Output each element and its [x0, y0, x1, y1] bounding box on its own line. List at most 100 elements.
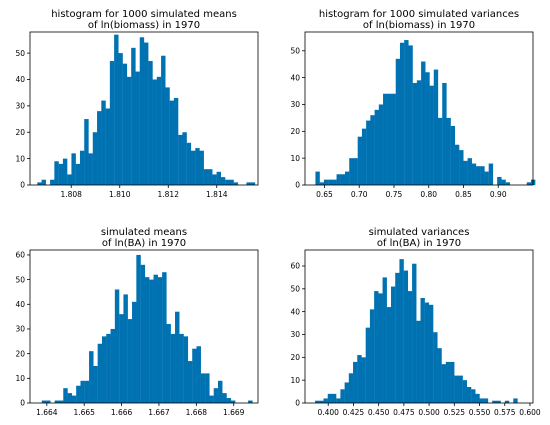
histogram-bar [169, 100, 175, 185]
histogram-bar [226, 398, 232, 403]
histogram-bar [199, 150, 204, 185]
histogram-bar [383, 93, 388, 185]
histogram-bar [462, 380, 468, 403]
histogram-bar [374, 109, 379, 185]
histogram-bar [175, 311, 180, 403]
x-tick-label: 0.80 [420, 190, 437, 199]
histogram-bar [327, 393, 333, 403]
histogram-bar [140, 264, 146, 403]
histogram-bar [195, 148, 200, 185]
histogram-bar [37, 182, 42, 185]
chart-title-line1: histogram for 1000 simulated means [51, 9, 237, 20]
histogram-bar [331, 393, 337, 403]
histogram-bar [357, 355, 362, 403]
histogram-bar [183, 336, 189, 403]
histogram-bar [407, 291, 413, 403]
histogram-bar [166, 324, 171, 403]
subplot-variances-biomass: histogram for 1000 simulated variances of… [290, 9, 536, 199]
histogram-bar [476, 166, 481, 185]
y-ticks: 0 10 20 30 40 50 60 [290, 262, 305, 408]
y-tick-label: 60 [290, 262, 300, 271]
histogram-bar [101, 100, 106, 185]
histogram-bar [203, 169, 209, 185]
histogram-bar [445, 361, 451, 403]
histogram-bar [186, 142, 192, 185]
histogram-bar [395, 272, 400, 403]
histogram-bar [357, 136, 363, 185]
histogram-bar [200, 373, 206, 403]
histogram-bar [345, 171, 350, 185]
histogram-bar [93, 365, 98, 403]
histogram-bar [132, 301, 137, 403]
histogram-bar [513, 398, 518, 403]
chart-title: simulated variances of ln(BA) in 1970 [369, 227, 470, 249]
histogram-bar [428, 304, 434, 403]
y-tick-label: 10 [290, 376, 300, 385]
histogram-bar [437, 348, 442, 403]
chart-title: histogram for 1000 simulated means of ln(… [51, 9, 237, 31]
histogram-bar [437, 117, 443, 185]
histogram-bar [365, 327, 371, 403]
histogram-bar [378, 293, 383, 403]
bars [41, 254, 253, 403]
histogram-bar [344, 382, 349, 403]
histogram-bar [136, 254, 141, 403]
histogram-bar [110, 328, 115, 403]
x-tick-label: 1.668 [186, 408, 208, 417]
histogram-bar [323, 398, 328, 403]
histogram-bar [378, 104, 384, 185]
histogram-bar [205, 373, 210, 403]
histogram-bar [152, 79, 157, 185]
histogram-bar [442, 83, 447, 185]
histogram-bar [71, 153, 76, 185]
y-tick-label: 40 [15, 300, 25, 309]
histogram-bar [92, 132, 98, 185]
histogram-bar [369, 309, 375, 403]
histogram-bar [349, 158, 354, 185]
subplot-means-biomass: histogram for 1000 simulated means of ln(… [15, 9, 259, 199]
histogram-bar [315, 400, 320, 403]
histogram-bar [416, 320, 421, 403]
histogram-bar [222, 393, 227, 403]
y-tick-label: 20 [15, 349, 25, 358]
y-tick-label: 30 [15, 325, 25, 334]
histogram-bar [463, 160, 468, 185]
x-ticks: 1.808 1.810 1.812 1.814 [60, 185, 228, 199]
histogram-bar [484, 171, 489, 185]
histogram-bar [225, 179, 230, 185]
histogram-bar [391, 93, 396, 185]
histogram-bar [119, 314, 124, 403]
x-ticks: 0.65 0.70 0.75 0.80 0.85 0.90 [316, 185, 507, 199]
histogram-bar [41, 400, 47, 403]
histogram-bar [218, 380, 223, 403]
axes-frame [29, 249, 259, 404]
histogram-bar [471, 163, 477, 185]
x-tick-label: 0.425 [343, 408, 365, 417]
histogram-bar [233, 182, 239, 185]
histogram-bar [148, 61, 153, 185]
x-tick-label: 1.669 [223, 408, 245, 417]
chart-title-line2: of ln(biomass) in 1970 [363, 20, 475, 31]
chart-title-line1: simulated means [101, 227, 187, 238]
y-tick-label: 60 [15, 251, 25, 260]
histogram-bar [220, 177, 226, 185]
x-tick-label: 1.667 [148, 408, 170, 417]
histogram-bar [135, 71, 140, 185]
histogram-bar [332, 179, 337, 185]
y-tick-label: 10 [15, 154, 25, 163]
y-tick-label: 50 [15, 49, 25, 58]
histogram-bar [475, 393, 480, 403]
histogram-bar [41, 179, 46, 185]
histogram-bar [67, 393, 73, 403]
histogram-bar [361, 357, 366, 403]
y-ticks: 0 10 20 30 40 50 [15, 49, 30, 190]
x-tick-label: 1.812 [158, 190, 180, 199]
histogram-bar [319, 400, 324, 403]
x-tick-label: 1.810 [109, 190, 131, 199]
histogram-bar [190, 150, 196, 185]
y-ticks: 0 10 20 30 40 50 60 [15, 251, 30, 408]
histogram-bar [50, 179, 55, 185]
histogram-bar [63, 388, 68, 403]
histogram-bar [84, 380, 90, 403]
